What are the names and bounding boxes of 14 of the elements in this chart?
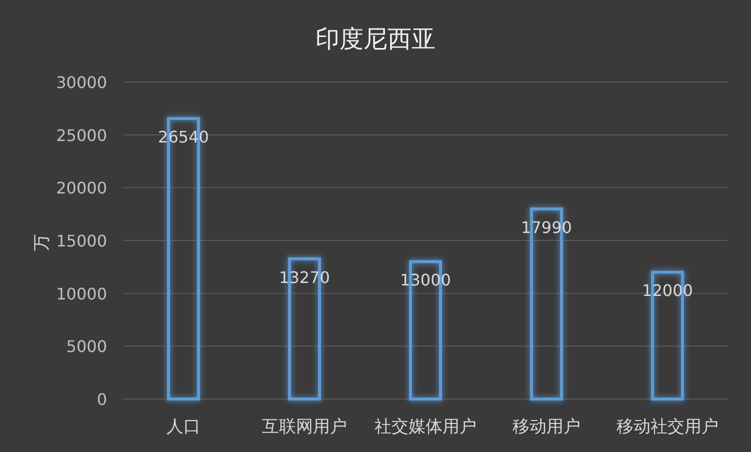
x-tick-label: 人口	[166, 417, 200, 437]
x-tick-label: 互联网用户	[262, 417, 347, 437]
x-tick-label: 移动用户	[512, 417, 580, 437]
y-tick-label: 15000	[56, 232, 107, 250]
y-tick-label: 10000	[56, 284, 107, 304]
x-tick-label: 移动社交用户	[616, 417, 718, 437]
x-tick-label: 社交媒体用户	[374, 417, 476, 437]
y-tick-label: 25000	[56, 126, 107, 145]
y-tick-label: 5000	[66, 337, 107, 356]
y-tick-label: 20000	[56, 178, 107, 198]
y-axis-title: 万	[32, 234, 52, 251]
y-tick-label: 0	[96, 390, 107, 409]
chart-title: 印度尼西亚	[316, 25, 436, 53]
y-tick-label: 30000	[56, 73, 107, 92]
